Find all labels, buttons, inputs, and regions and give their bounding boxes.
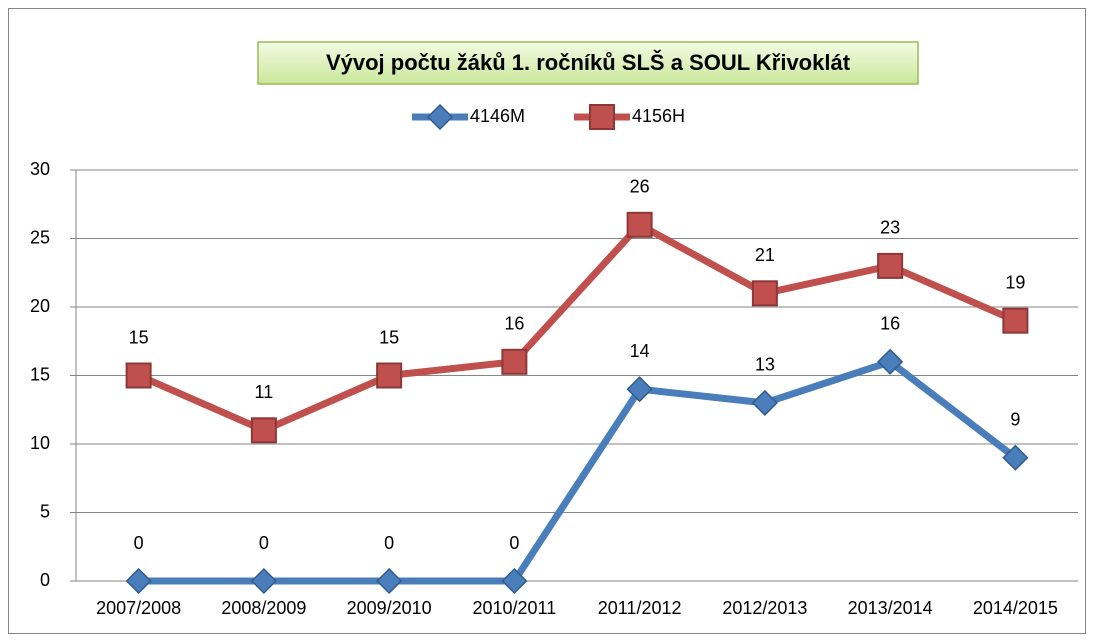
y-tick-label: 5 bbox=[40, 501, 50, 521]
x-tick-label: 2010/2011 bbox=[472, 598, 556, 618]
x-tick-label: 2014/2015 bbox=[973, 598, 1058, 618]
x-tick-label: 2009/2010 bbox=[347, 598, 432, 618]
data-point bbox=[250, 417, 277, 444]
series-line bbox=[137, 221, 1017, 434]
x-tick-label: 2007/2008 bbox=[96, 598, 181, 618]
data-point bbox=[877, 252, 904, 279]
x-tick-label: 2011/2012 bbox=[598, 598, 682, 618]
data-point bbox=[501, 348, 528, 375]
chart-title: Vývoj počtu žáků 1. ročníků SLŠ a SOUL K… bbox=[326, 50, 851, 75]
y-tick-label: 30 bbox=[30, 159, 50, 179]
data-label: 14 bbox=[630, 341, 650, 361]
legend-marker bbox=[426, 103, 454, 131]
data-point bbox=[626, 211, 653, 238]
data-label: 16 bbox=[880, 314, 900, 334]
data-point bbox=[376, 362, 403, 389]
data-label: 21 bbox=[755, 245, 775, 265]
data-point bbox=[250, 567, 277, 595]
data-point bbox=[125, 567, 152, 595]
data-point bbox=[501, 567, 528, 595]
data-label: 19 bbox=[1005, 272, 1025, 292]
data-point bbox=[125, 362, 152, 389]
title-box bbox=[257, 41, 919, 85]
series-line bbox=[138, 358, 1018, 585]
data-label: 0 bbox=[384, 533, 394, 553]
data-point bbox=[626, 376, 653, 403]
legend-label: 4156H bbox=[632, 106, 685, 126]
x-tick-label: 2012/2013 bbox=[722, 598, 807, 618]
data-point bbox=[1002, 307, 1029, 334]
x-tick-label: 2013/2014 bbox=[848, 598, 933, 618]
data-point bbox=[376, 567, 403, 595]
data-label: 0 bbox=[509, 533, 519, 553]
data-label: 26 bbox=[630, 177, 650, 197]
x-tick-label: 2008/2009 bbox=[221, 598, 306, 618]
data-point bbox=[751, 389, 778, 416]
data-label: 9 bbox=[1010, 409, 1020, 429]
data-point bbox=[751, 280, 778, 307]
y-tick-label: 25 bbox=[30, 227, 50, 247]
data-label: 15 bbox=[379, 327, 399, 347]
data-label: 0 bbox=[134, 533, 144, 553]
data-label: 16 bbox=[504, 314, 524, 334]
y-tick-label: 10 bbox=[30, 433, 50, 453]
legend-marker bbox=[589, 104, 615, 130]
data-label: 23 bbox=[880, 218, 900, 238]
y-tick-label: 0 bbox=[40, 570, 50, 590]
data-label: 13 bbox=[755, 355, 775, 375]
data-label: 11 bbox=[255, 382, 274, 402]
data-label: 15 bbox=[129, 327, 149, 347]
y-tick-label: 15 bbox=[30, 364, 50, 384]
data-point bbox=[877, 348, 904, 375]
y-tick-label: 20 bbox=[30, 296, 50, 316]
data-label: 0 bbox=[259, 533, 269, 553]
legend-label: 4146M bbox=[470, 106, 525, 126]
data-point bbox=[1002, 444, 1029, 471]
